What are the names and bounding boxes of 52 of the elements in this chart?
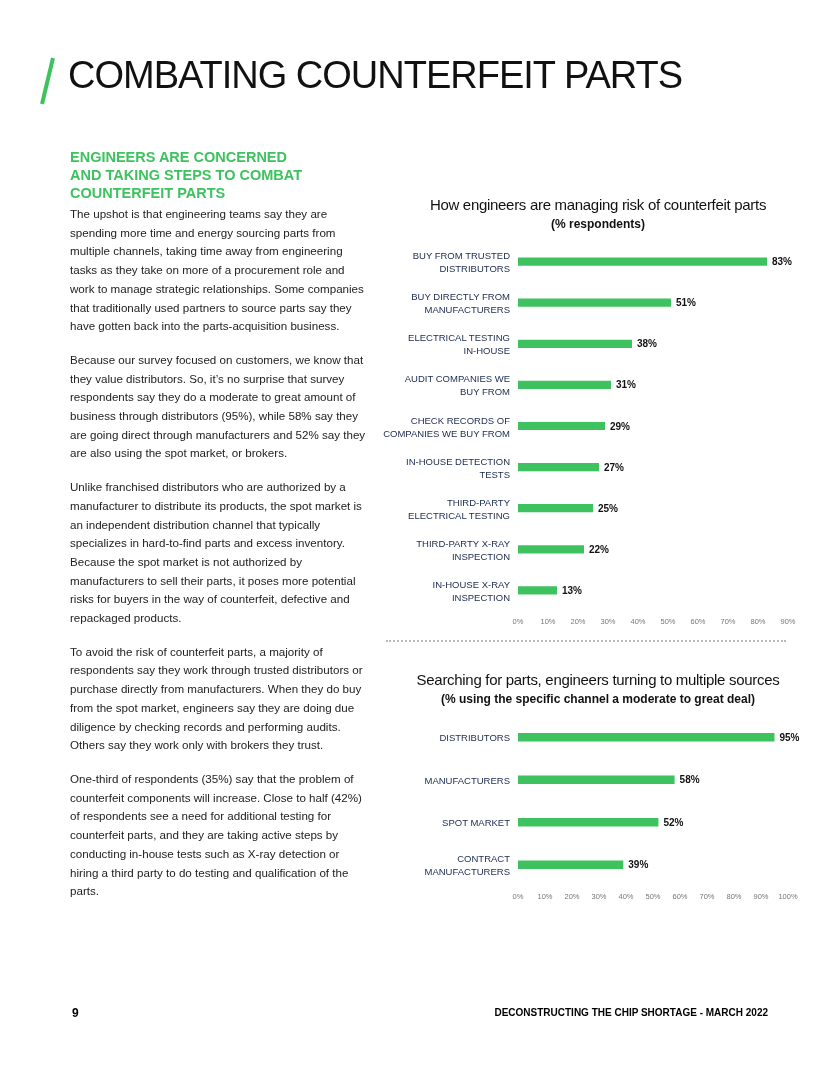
bar bbox=[518, 421, 605, 431]
data-label: 83% bbox=[772, 256, 793, 268]
y-tick-label: BUY DIRECTLY FROM MANUFACTURERS bbox=[411, 291, 511, 316]
bar bbox=[518, 586, 557, 595]
chart-subtitle: (% respondents) bbox=[550, 217, 646, 231]
bar bbox=[518, 257, 767, 266]
bar bbox=[518, 818, 659, 827]
bar bbox=[518, 463, 599, 472]
data-label: 38% bbox=[637, 338, 658, 350]
bar bbox=[518, 860, 624, 869]
y-tick-label: CONTRACT MANUFACTURERS bbox=[424, 853, 511, 878]
bar bbox=[518, 504, 593, 513]
data-label: 95% bbox=[779, 731, 800, 743]
bar bbox=[518, 775, 675, 784]
text: ENGINEERS ARE CONCERNED AND TAKING STEPS TO COMBAT COUNTERFEIT PARTS bbox=[70, 148, 303, 202]
y-tick-label: CHECK RECORDS OF COMPANIES WE BUY FROM bbox=[383, 414, 511, 439]
data-label: 13% bbox=[562, 584, 583, 596]
chart-subtitle: (% using the specific channel a moderate to great deal) bbox=[439, 692, 757, 706]
chart-title: Searching for parts, engineers turning to multiple sources bbox=[415, 671, 781, 688]
y-tick-label: AUDIT COMPANIES WE BUY FROM bbox=[404, 373, 511, 398]
y-tick-label: DISTRIBUTORS bbox=[439, 732, 510, 744]
bar bbox=[518, 339, 632, 348]
data-label: 58% bbox=[679, 774, 700, 786]
text: DECONSTRUCTING THE CHIP SHORTAGE - MARCH 2022 bbox=[494, 1007, 768, 1018]
text: Unlike franchised distributors who are authorized by a manufacturer to distribute its products, the spot market is an independent distribution channel that typically specializes in hard-to-find parts and excess inventory. Because the spot market is not authorized by manufacturers to sell their parts, it poses more potential risks for buyers in the way of counterfeit, defective and repackaged products. bbox=[70, 479, 363, 627]
y-tick-label: SPOT MARKET bbox=[442, 817, 511, 829]
y-tick-label: MANUFACTURERS bbox=[424, 774, 510, 786]
data-label: 39% bbox=[628, 859, 649, 871]
bar bbox=[518, 298, 671, 307]
chart-title: How engineers are managing risk of counterfeit parts bbox=[428, 196, 768, 213]
text: COMBATING COUNTERFEIT PARTS bbox=[68, 54, 683, 97]
text: Because our survey focused on customers, we know that they value distributors. So, it’s no surprise that survey respondents say they do a moderate to great amount of business through distributors (95%), while 58% say they are going direct through manufacturers and 52% say they are also using the spot market, or brokers. bbox=[70, 351, 367, 462]
bar bbox=[518, 380, 611, 389]
bar bbox=[518, 733, 775, 742]
data-label: 51% bbox=[676, 297, 697, 309]
data-label: 52% bbox=[663, 816, 684, 828]
y-tick-label: BUY FROM TRUSTED DISTRIBUTORS bbox=[412, 250, 511, 275]
y-tick-label: IN-HOUSE DETECTION TESTS bbox=[406, 455, 511, 480]
text: 9 bbox=[72, 1006, 79, 1020]
data-label: 27% bbox=[604, 461, 625, 473]
y-tick-label: ELECTRICAL TESTING IN-HOUSE bbox=[408, 332, 510, 357]
bar bbox=[518, 545, 584, 554]
y-tick-label: THIRD-PARTY ELECTRICAL TESTING bbox=[408, 496, 511, 521]
text: One-third of respondents (35%) say that the problem of counterfeit components will increase. Close to half (42%) of respondents see a need for additional testing for counterfeit parts, and they are taking active steps by conducting in-house tests such as X-ray detection or hiring a third party to do testing and qualification of the parts. bbox=[70, 771, 363, 900]
data-label: 25% bbox=[598, 502, 619, 514]
data-label: 29% bbox=[610, 420, 631, 432]
data-label: 31% bbox=[616, 379, 637, 391]
y-tick-label: THIRD-PARTY X-RAY INSPECTION bbox=[416, 537, 511, 562]
y-tick-label: IN-HOUSE X-RAY INSPECTION bbox=[432, 578, 511, 603]
data-label: 22% bbox=[589, 543, 610, 555]
text: The upshot is that engineering teams say they are spending more time and energy sourcing parts from multiple channels, taking time away from engineering tasks as they take on more of a procurement role and work to manage strategic relationships. Some companies that traditionally used partners to source parts say they have gotten back into the parts-acquisition business. bbox=[70, 206, 365, 335]
text: To avoid the risk of counterfeit parts, a majority of respondents say they work through trusted distributors or purchase directly from manufacturers. When they do buy from the spot market, engineers say they are doing due diligence by checking records and performing audits. Others say they work only with brokers they trust. bbox=[70, 643, 364, 754]
